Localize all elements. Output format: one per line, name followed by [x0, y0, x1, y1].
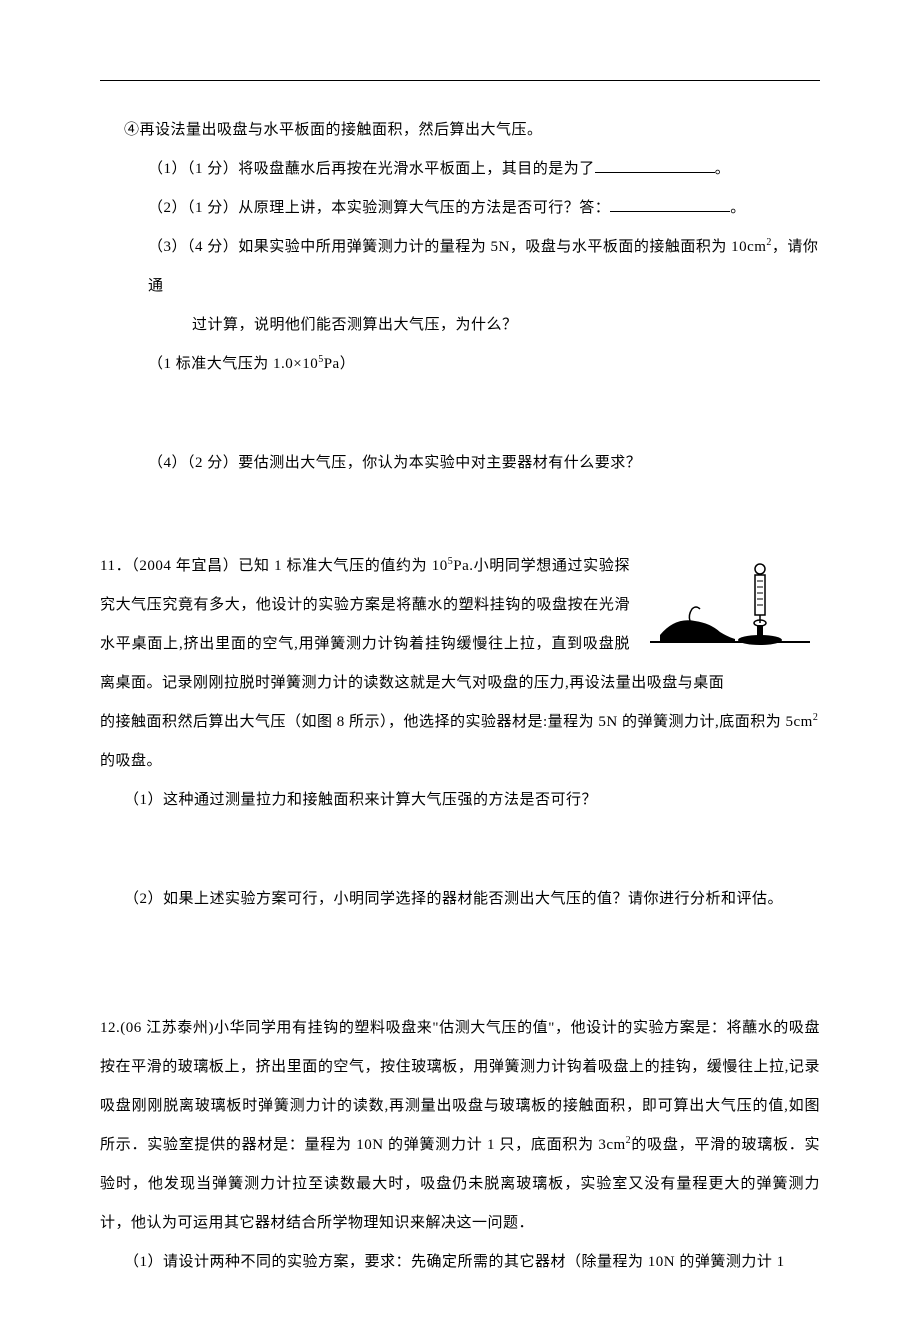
step-4: ④再设法量出吸盘与水平板面的接触面积，然后算出大气压。 — [100, 111, 820, 150]
p11-q1: （1）这种通过测量拉力和接触面积来计算大气压强的方法是否可行？ — [100, 781, 820, 820]
p11-head-tail: Pa.小明同学想通过实验探究大气压究竟有多大，他设计的实验方案是将蘸水的塑料挂钩… — [100, 558, 724, 691]
q3-line-a: （3）（4 分）如果实验中所用弹簧测力计的量程为 5N，吸盘与水平板面的接触面积… — [100, 228, 820, 306]
p11-tail-line: 的接触面积然后算出大气压（如图 8 所示），他选择的实验器材是:量程为 5N 的… — [100, 703, 820, 742]
q1-line: （1）（1 分）将吸盘蘸水后再按在光滑水平板面上，其目的是为了 。 — [100, 150, 820, 189]
q1-blank — [595, 158, 715, 173]
p12-p1: 12.(06 江苏泰州)小华同学用有挂钩的塑料吸盘来"估测大气压的值"，他设计的… — [100, 1020, 820, 1153]
p11-tail-sup: 2 — [813, 712, 819, 723]
q4-line: （4）（2 分）要估测出大气压，你认为本实验中对主要器材有什么要求？ — [100, 444, 820, 483]
page-container: ④再设法量出吸盘与水平板面的接触面积，然后算出大气压。 （1）（1 分）将吸盘蘸… — [0, 0, 920, 1322]
p11-tail: 的接触面积然后算出大气压（如图 8 所示），他选择的实验器材是:量程为 5N 的… — [100, 714, 813, 730]
spacer — [100, 483, 820, 543]
std-atm-line: （1 标准大气压为 1.0×105Pa） — [100, 345, 820, 384]
q2-suffix: 。 — [730, 200, 746, 216]
p11-head: 11．（2004 年宜昌）已知 1 标准大气压的值约为 10 — [100, 558, 448, 574]
q3a-text: （3）（4 分）如果实验中所用弹簧测力计的量程为 5N，吸盘与水平板面的接触面积… — [148, 239, 766, 255]
q2-prefix: （2）（1 分）从原理上讲，本实验测算大气压的方法是否可行？答： — [148, 200, 610, 216]
figure-8-svg — [640, 547, 820, 657]
std-text: （1 标准大气压为 1.0×10 — [148, 356, 318, 372]
p12-q1: （1）请设计两种不同的实验方案，要求：先确定所需的其它器材（除量程为 10N 的… — [100, 1243, 820, 1282]
figure-8 — [640, 547, 820, 657]
q1-prefix: （1）（1 分）将吸盘蘸水后再按在光滑水平板面上，其目的是为了 — [148, 161, 595, 177]
q1-suffix: 。 — [715, 161, 731, 177]
q2-line: （2）（1 分）从原理上讲，本实验测算大气压的方法是否可行？答： 。 — [100, 189, 820, 228]
q2-blank — [610, 197, 730, 212]
p12-body: 12.(06 江苏泰州)小华同学用有挂钩的塑料吸盘来"估测大气压的值"，他设计的… — [100, 1009, 820, 1243]
q3-line-b: 过计算，说明他们能否测算出大气压，为什么？ — [100, 306, 820, 345]
problem-11-wrap: 11．（2004 年宜昌）已知 1 标准大气压的值约为 105Pa.小明同学想通… — [100, 543, 820, 703]
p11-q2: （2）如果上述实验方案可行，小明同学选择的器材能否测出大气压的值？请你进行分析和… — [100, 880, 820, 919]
std-tail: Pa） — [324, 356, 356, 372]
spacer — [100, 384, 820, 444]
spacer — [100, 820, 820, 880]
header-rule — [100, 80, 820, 81]
p11-tail2: 的吸盘。 — [100, 742, 820, 781]
spacer — [100, 919, 820, 1009]
